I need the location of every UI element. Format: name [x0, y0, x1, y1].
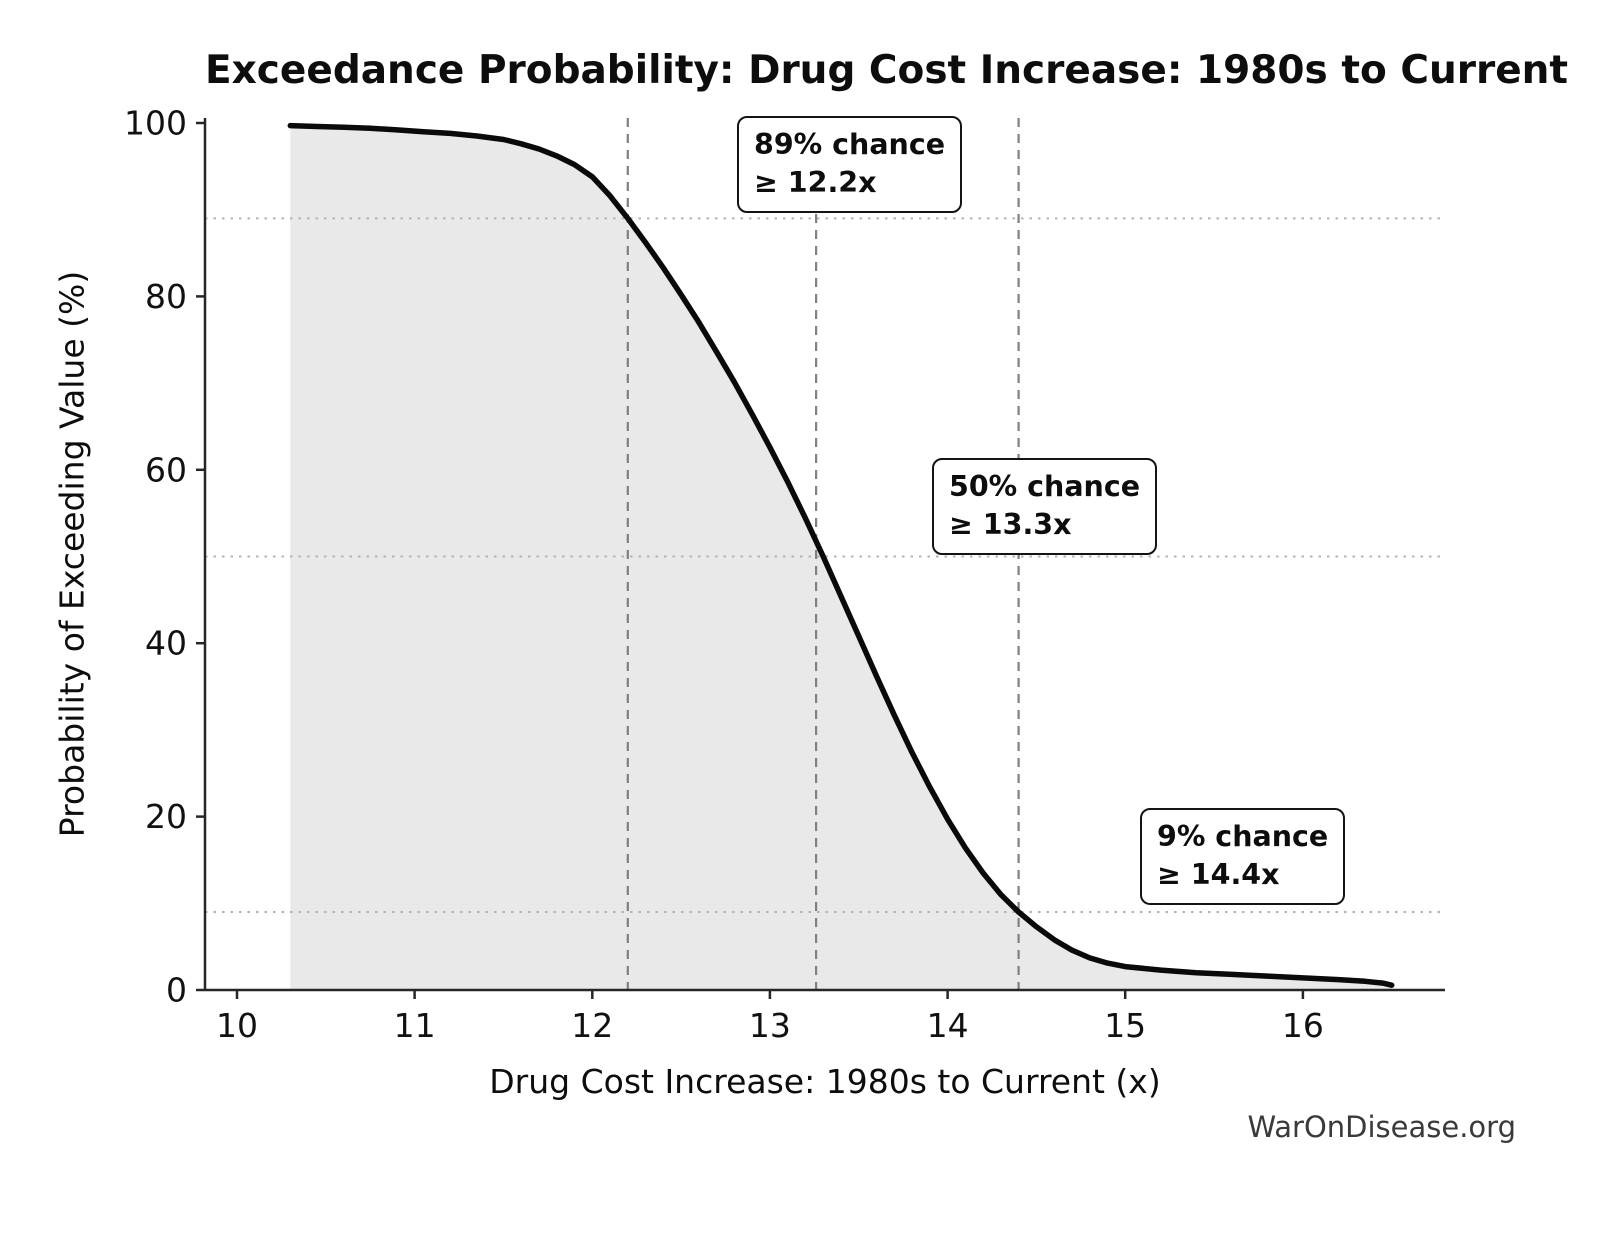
- annotation-line2: ≥ 13.3x: [949, 507, 1072, 541]
- annotation-line1: 89% chance: [754, 128, 946, 161]
- annotation-box-50pct: 50% chance ≥ 13.3x: [932, 458, 1158, 556]
- y-axis-label: Probability of Exceeding Value (%): [52, 270, 92, 838]
- y-tick-label: 60: [145, 450, 187, 489]
- annotation-line2: ≥ 14.4x: [1157, 857, 1280, 891]
- x-tick-label: 13: [749, 1006, 791, 1045]
- curve-fill-area: [290, 125, 1392, 991]
- annotation-box-89pct: 89% chance ≥ 12.2x: [737, 116, 963, 214]
- x-tick-label: 16: [1282, 1006, 1324, 1045]
- watermark-text: WarOnDisease.org: [1247, 1110, 1516, 1144]
- x-axis-label: Drug Cost Increase: 1980s to Current (x): [489, 1062, 1161, 1101]
- exceedance-curve: [287, 122, 1395, 988]
- annotation-line1: 50% chance: [949, 470, 1141, 503]
- y-tick-label: 80: [145, 277, 187, 316]
- annotation-line2: ≥ 12.2x: [754, 165, 877, 199]
- x-tick-label: 10: [216, 1006, 258, 1045]
- y-tick-label: 0: [166, 971, 187, 1010]
- x-tick-label: 14: [927, 1006, 969, 1045]
- y-tick-label: 100: [124, 104, 187, 143]
- chart-title: Exceedance Probability: Drug Cost Increa…: [205, 48, 1569, 93]
- x-tick-label: 15: [1104, 1006, 1146, 1045]
- y-tick-label: 20: [145, 797, 187, 836]
- y-tick-label: 40: [145, 624, 187, 663]
- annotation-box-9pct: 9% chance ≥ 14.4x: [1140, 808, 1346, 906]
- x-tick-label: 12: [571, 1006, 613, 1045]
- annotation-line1: 9% chance: [1157, 820, 1329, 853]
- x-tick-label: 11: [394, 1006, 436, 1045]
